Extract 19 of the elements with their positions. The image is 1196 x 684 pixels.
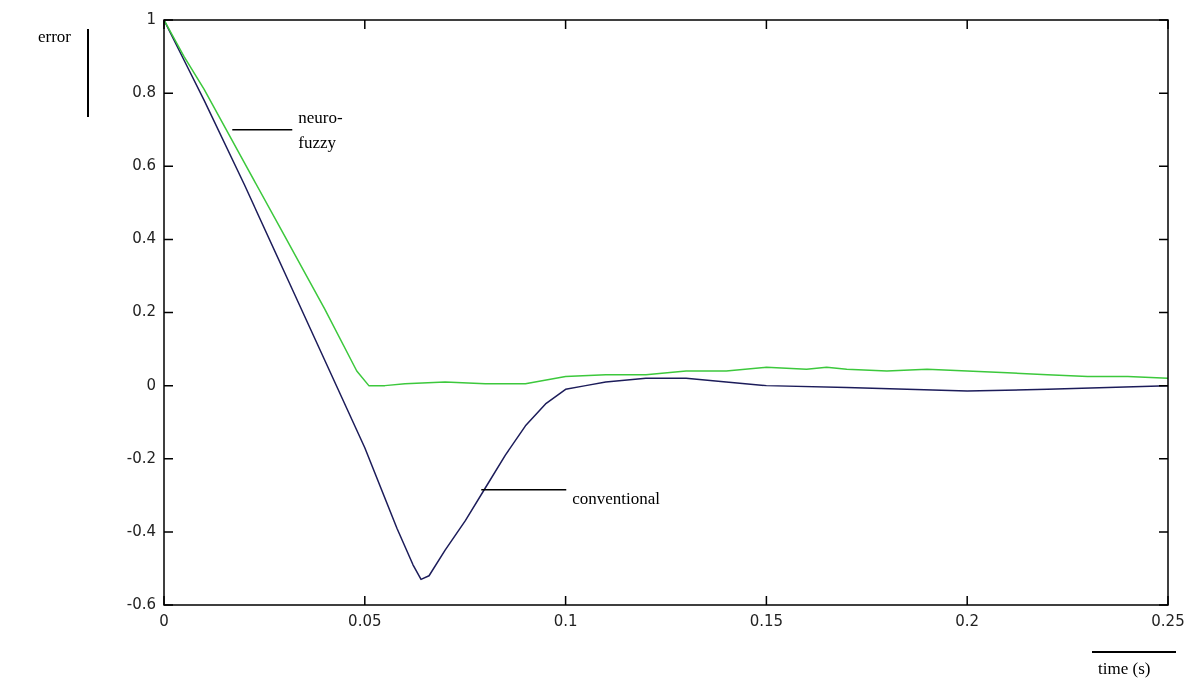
x-tick-label: 0.15 (749, 611, 784, 630)
x-axis-title: time (s) (1098, 659, 1151, 679)
y-tick-label: 0.8 (132, 83, 156, 102)
x-tick-label: 0.25 (1151, 611, 1185, 630)
y-tick-label: 0.4 (132, 229, 156, 248)
y-axis-title: error (38, 27, 72, 47)
y-tick-label: -0.6 (126, 594, 156, 613)
x-tick-label: 0.1 (553, 611, 578, 630)
x-tick-label: 0.2 (955, 611, 980, 630)
y-tick-label: 1 (146, 9, 156, 28)
x-tick-label: 0.05 (348, 611, 382, 630)
y-tick-label: 0.6 (132, 156, 156, 175)
annotation: neuro-fuzzy (298, 108, 343, 153)
y-tick-label: -0.4 (126, 521, 156, 540)
x-tick-label: 0 (159, 611, 169, 630)
y-tick-label: 0.2 (132, 302, 156, 321)
y-tick-label: 0 (146, 375, 156, 394)
annotation: conventional (572, 489, 661, 509)
y-tick-label: -0.2 (126, 448, 156, 467)
